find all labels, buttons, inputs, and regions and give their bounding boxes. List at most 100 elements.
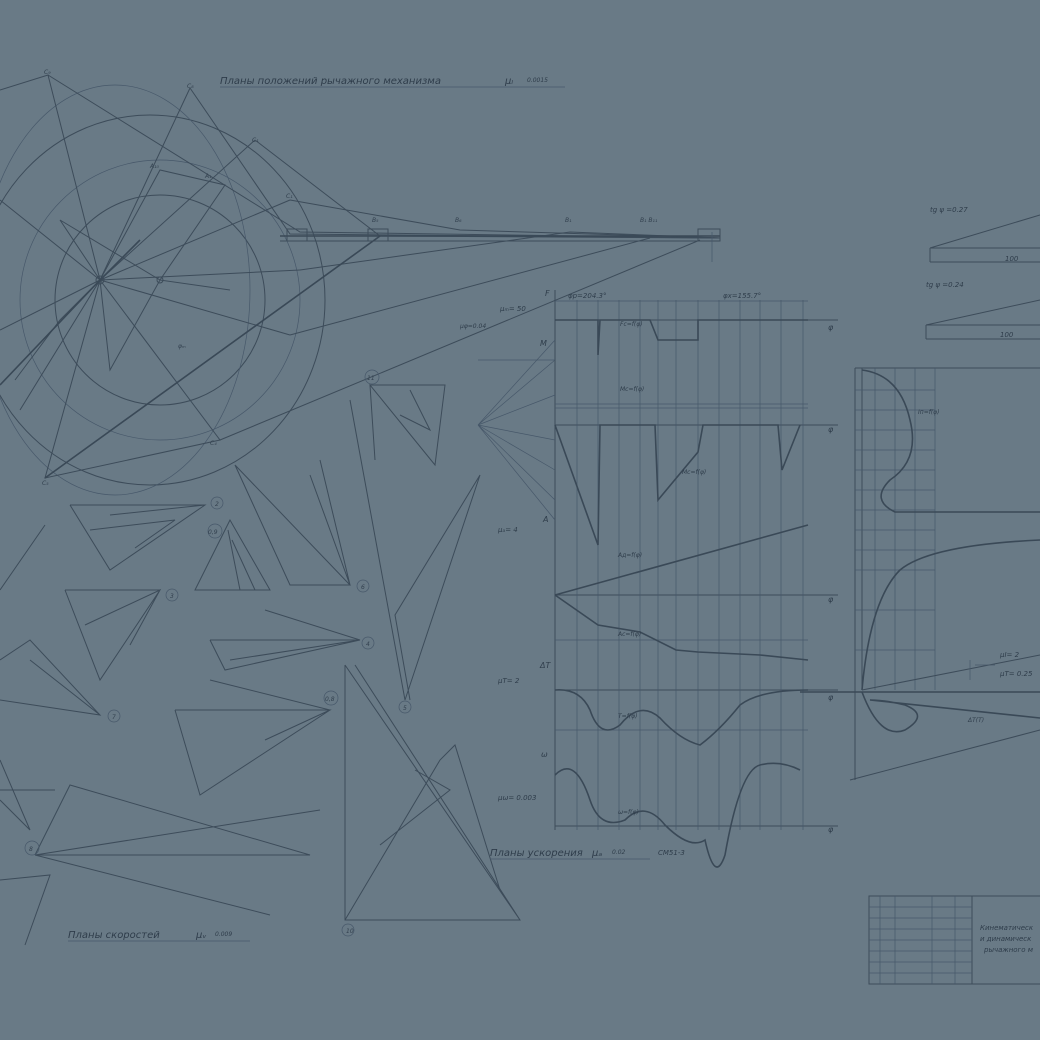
svg-text:φ: φ xyxy=(828,825,834,834)
accelerations-title: Планы ускорения xyxy=(490,848,583,859)
ip-curve-2 xyxy=(861,539,1040,691)
graph-grid xyxy=(555,300,808,830)
link-c1 xyxy=(47,74,721,239)
svg-text:ω: ω xyxy=(541,750,548,759)
svg-text:M: M xyxy=(540,339,547,348)
svg-text:B₁ B₁₁: B₁ B₁₁ xyxy=(640,217,658,224)
svg-text:C₉: C₉ xyxy=(44,69,51,76)
velocity-plan-11 xyxy=(369,383,446,467)
trajectory-ellipse xyxy=(0,114,326,486)
svg-text:F: F xyxy=(545,289,550,298)
link-c13 xyxy=(99,269,301,281)
svg-text:ΔT(T): ΔT(T) xyxy=(967,717,984,724)
svg-text:μₗ: μₗ xyxy=(504,76,513,87)
svg-text:0,8: 0,8 xyxy=(325,696,335,703)
slider-1 xyxy=(286,228,308,242)
svg-text:C₁: C₁ xyxy=(286,193,293,200)
velocities-scale: 0.009 xyxy=(215,931,232,938)
ac-curve xyxy=(554,594,809,661)
velocity-plan-3 xyxy=(64,588,162,682)
t-curve xyxy=(554,689,809,746)
velocity-plan-10 xyxy=(194,518,271,591)
svg-text:φ: φ xyxy=(828,323,834,332)
svg-text:C₁: C₁ xyxy=(252,137,259,144)
crank-circle-inner xyxy=(19,159,301,441)
svg-text:Iп=f(φ): Iп=f(φ) xyxy=(918,409,939,416)
link-c6 xyxy=(289,237,651,336)
svg-text:μT= 2: μT= 2 xyxy=(497,677,520,685)
fc-curve xyxy=(555,319,808,356)
svg-text:5: 5 xyxy=(403,705,407,712)
svg-text:7: 7 xyxy=(112,714,116,721)
velocity-plan-9 xyxy=(0,759,55,831)
pivot-o2 xyxy=(156,276,164,284)
svg-text:C₄: C₄ xyxy=(210,440,217,447)
velocity-plan-7 xyxy=(0,639,102,716)
svg-text:φ: φ xyxy=(828,693,834,702)
title-block: Кинематическ и динамическ рычажного м xyxy=(868,895,1040,985)
link-main xyxy=(0,239,141,386)
link-c10 xyxy=(0,139,256,281)
svg-text:μᵥ: μᵥ xyxy=(195,930,207,941)
link-c14 xyxy=(99,279,291,336)
link-c11 xyxy=(0,199,291,331)
link-c2 xyxy=(189,87,721,239)
velocity-plan-2 xyxy=(69,504,207,571)
link-c7 xyxy=(219,239,701,441)
velocity-plan-5 xyxy=(349,399,481,701)
svg-text:6: 6 xyxy=(361,584,365,591)
accelerations-scale: 0.02 xyxy=(612,849,626,856)
svg-text:C₅: C₅ xyxy=(42,480,49,487)
svg-text:100: 100 xyxy=(1005,255,1019,263)
w-curve xyxy=(554,762,801,868)
svg-text:B₆: B₆ xyxy=(455,217,462,224)
slider-2 xyxy=(367,228,389,242)
svg-text:Fc=f(φ): Fc=f(φ) xyxy=(620,321,643,328)
positions-title: Планы положений рычажного механизма xyxy=(220,76,441,87)
svg-text:A₁₀: A₁₀ xyxy=(149,163,160,170)
pole-rays xyxy=(477,339,556,521)
velocity-plan-1 xyxy=(0,524,51,946)
acc-plan-triangle xyxy=(344,664,521,921)
accelerations-note: СМ51-3 xyxy=(658,849,685,857)
acc-plan-inner xyxy=(344,744,501,921)
phi-idle: φх=155.7° xyxy=(723,292,761,300)
svg-text:11: 11 xyxy=(367,375,375,382)
svg-text:B₅: B₅ xyxy=(372,217,379,224)
svg-text:φ: φ xyxy=(828,425,834,434)
stamp-line-3: рычажного м xyxy=(983,946,1034,954)
svg-text:μₐ: μₐ xyxy=(591,848,602,859)
pivot-o xyxy=(95,275,105,285)
velocity-plan-4 xyxy=(209,609,361,671)
mc-curve xyxy=(554,424,801,546)
svg-text:0,9: 0,9 xyxy=(208,529,218,536)
phi-work: φр=204.3° xyxy=(568,292,606,300)
positions-scale: 0.0015 xyxy=(527,77,548,84)
tangent-lines xyxy=(849,654,1040,781)
stamp-line-2: и динамическ xyxy=(980,935,1032,943)
tg-1: tg ψ =0.27 xyxy=(930,206,968,214)
svg-text:μω= 0.003: μω= 0.003 xyxy=(497,794,536,802)
svg-text:8: 8 xyxy=(29,846,33,853)
angle-construction-1 xyxy=(929,214,1040,263)
svg-text:Aд=f(φ): Aд=f(φ) xyxy=(617,552,642,559)
svg-text:μφ=0.04: μφ=0.04 xyxy=(459,323,486,330)
velocity-plan-08 xyxy=(174,679,332,796)
velocities-title: Планы скоростей xyxy=(68,930,160,941)
svg-text:10: 10 xyxy=(346,928,354,935)
link-main-2 xyxy=(44,235,381,479)
position-plans: C₉ C₈ C₁ C₁ C₅ C₄ B₁ B₁₁ B₁ B₅ B₆ A₁₀ A₁… xyxy=(0,69,721,496)
svg-text:B₁: B₁ xyxy=(565,217,572,224)
svg-text:A₁: A₁ xyxy=(204,173,212,180)
svg-text:μₘ= 50: μₘ= 50 xyxy=(499,305,526,313)
svg-text:Mc=f(φ): Mc=f(φ) xyxy=(682,469,706,476)
link-c12 xyxy=(44,279,221,479)
svg-text:Ac=f(φ): Ac=f(φ) xyxy=(617,631,641,638)
tg-2: tg ψ =0.24 xyxy=(926,281,964,289)
svg-text:2: 2 xyxy=(215,501,219,508)
svg-text:φ: φ xyxy=(828,595,834,604)
ip-curve xyxy=(861,369,1040,513)
wittenbauer-curve xyxy=(861,691,1040,733)
